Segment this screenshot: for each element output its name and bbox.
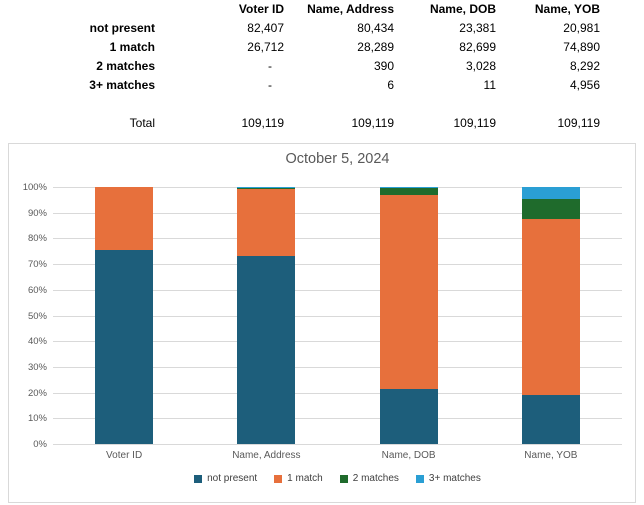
bar-slot — [338, 187, 480, 444]
bar-segment-2-matches[interactable] — [237, 188, 296, 189]
table-cell[interactable]: 109,119 — [241, 116, 285, 130]
table-cell[interactable]: 6 — [387, 78, 394, 92]
y-tick-label: 100% — [22, 182, 47, 193]
table-cell[interactable]: 109,119 — [351, 116, 395, 130]
y-tick-label: 0% — [33, 439, 47, 450]
col-header-name-dob[interactable]: Name, DOB — [429, 2, 496, 16]
legend-label: 2 matches — [352, 473, 399, 484]
bar-segment-1-match[interactable] — [379, 195, 438, 389]
gridline — [53, 444, 622, 445]
row-label-not-present[interactable]: not present — [89, 21, 155, 35]
table-cell[interactable]: 82,699 — [459, 40, 496, 54]
bar-name-yob[interactable] — [521, 187, 580, 444]
row-label-2-matches[interactable]: 2 matches — [96, 59, 155, 73]
gridline — [53, 341, 622, 342]
gridline — [53, 393, 622, 394]
y-tick-label: 50% — [27, 311, 47, 322]
x-category-label: Name, DOB — [381, 450, 436, 461]
table-cell[interactable]: 8,292 — [569, 59, 600, 73]
gridline — [53, 238, 622, 239]
bar-segment-not-present[interactable] — [379, 389, 438, 444]
bar-name-dob[interactable] — [379, 187, 438, 444]
legend-swatch-icon — [415, 474, 424, 483]
y-tick-label: 60% — [27, 285, 47, 296]
table-cell[interactable]: 11 — [483, 78, 496, 92]
bar-slot — [53, 187, 195, 444]
legend-item-2-matches[interactable]: 2 matches — [339, 473, 399, 484]
y-tick-label: 20% — [27, 388, 47, 399]
y-axis: 100% 90% 80% 70% 60% 50% 40% 30% 20% 10% 0% — [9, 182, 47, 450]
legend-swatch-icon — [274, 474, 283, 483]
gridline — [53, 290, 622, 291]
table-cell[interactable]: 109,119 — [557, 116, 601, 130]
gridline — [53, 367, 622, 368]
y-tick-label: 70% — [27, 259, 47, 270]
legend-swatch-icon — [339, 474, 348, 483]
bar-segment-2-matches[interactable] — [521, 199, 580, 219]
gridline — [53, 264, 622, 265]
match-counts-table: Voter ID Name, Address Name, DOB Name, Y… — [0, 0, 602, 133]
x-category-label: Name, Address — [232, 450, 301, 461]
table-cell[interactable]: 23,381 — [459, 21, 496, 35]
bar-segment-not-present[interactable] — [237, 256, 296, 444]
corner-cell[interactable] — [0, 0, 157, 19]
legend-label: 3+ matches — [428, 473, 481, 484]
bar-segment-not-present[interactable] — [95, 250, 154, 444]
col-header-name-address[interactable]: Name, Address — [307, 2, 394, 16]
table-cell[interactable]: 109,119 — [453, 116, 497, 130]
y-tick-label: 90% — [27, 208, 47, 219]
bar-segment-3-matches[interactable] — [237, 187, 296, 188]
bar-slot — [480, 187, 622, 444]
y-tick-label: 10% — [27, 413, 47, 424]
table-cell[interactable]: 74,890 — [563, 40, 600, 54]
bars — [53, 187, 622, 444]
col-header-name-yob[interactable]: Name, YOB — [534, 2, 600, 16]
gridline — [53, 213, 622, 214]
table-cell[interactable]: 80,434 — [357, 21, 394, 35]
bar-segment-3-matches[interactable] — [521, 187, 580, 199]
legend-swatch-icon — [194, 474, 203, 483]
bar-segment-3-matches[interactable] — [379, 187, 438, 188]
bar-voter-id[interactable] — [95, 187, 154, 444]
x-category-label: Name, YOB — [524, 450, 578, 461]
stacked-bar-chart[interactable]: October 5, 2024 100% 90% 80% 70% 60% 50% 40% 30… — [8, 143, 636, 503]
col-header-voter-id[interactable]: Voter ID — [238, 2, 284, 16]
y-tick-label: 40% — [27, 336, 47, 347]
gridline — [53, 187, 622, 188]
row-label-1-match[interactable]: 1 match — [109, 40, 155, 54]
table-cell[interactable]: 26,712 — [247, 40, 284, 54]
y-tick-label: 80% — [27, 233, 47, 244]
bar-name-address[interactable] — [237, 187, 296, 444]
y-tick-label: 30% — [27, 362, 47, 373]
bar-segment-not-present[interactable] — [521, 395, 580, 444]
bar-segment-2-matches[interactable] — [379, 188, 438, 195]
plot-area — [53, 187, 622, 445]
table-cell[interactable]: 28,289 — [357, 40, 394, 54]
table-cell[interactable]: 82,407 — [247, 21, 284, 35]
chart-title: October 5, 2024 — [285, 151, 390, 167]
legend-label: not present — [207, 473, 258, 484]
legend-item-not-present[interactable]: not present — [194, 473, 257, 484]
bar-segment-1-match[interactable] — [95, 187, 154, 250]
gridline — [53, 418, 622, 419]
legend-item-1-match[interactable]: 1 match — [274, 473, 323, 484]
chart-legend: not present 1 match 2 matches 3+ matches — [53, 473, 622, 484]
bar-segment-1-match[interactable] — [521, 219, 580, 395]
bar-segment-1-match[interactable] — [237, 189, 296, 256]
row-label-total[interactable]: Total — [129, 116, 155, 130]
table-cell[interactable]: - — [268, 59, 272, 73]
table-cell[interactable]: 20,981 — [563, 21, 600, 35]
table-spacer-row — [0, 95, 602, 114]
row-label-3plus-matches[interactable]: 3+ matches — [89, 78, 155, 92]
bar-slot — [195, 187, 337, 444]
table-cell[interactable]: 4,956 — [569, 78, 600, 92]
table-cell[interactable]: - — [268, 78, 272, 92]
legend-item-3-matches[interactable]: 3+ matches — [415, 473, 481, 484]
gridline — [53, 316, 622, 317]
table-cell[interactable]: 390 — [373, 59, 394, 73]
x-category-label: Voter ID — [106, 450, 143, 461]
x-axis-labels: Voter ID Name, Address Name, DOB Name, YOB — [53, 450, 622, 461]
table-cell[interactable]: 3,028 — [465, 59, 496, 73]
legend-label: 1 match — [287, 473, 323, 484]
